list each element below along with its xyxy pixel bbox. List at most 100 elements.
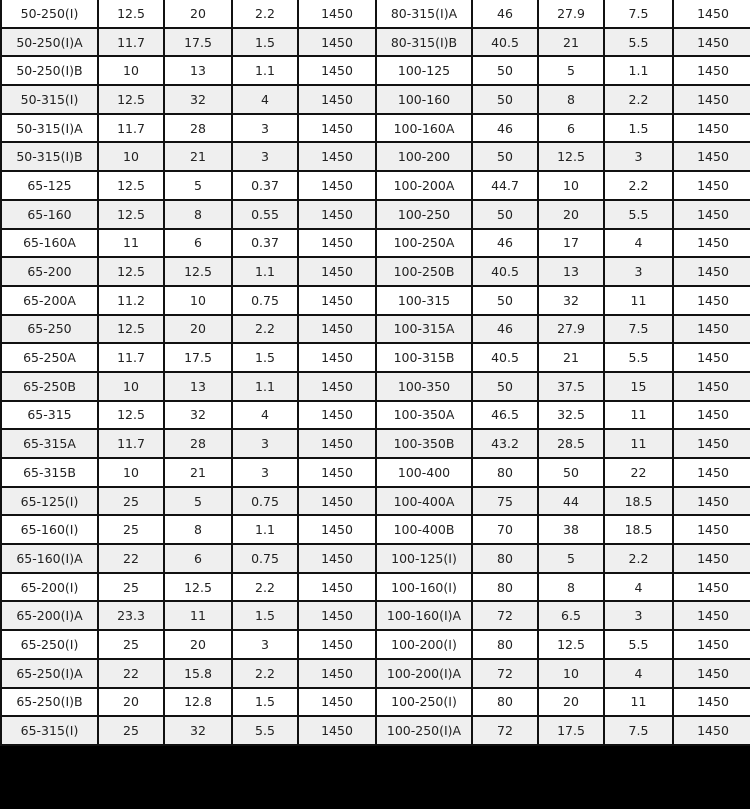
value-cell: 50 (471, 370, 539, 402)
value-cell: 17.5 (163, 342, 233, 373)
value-cell: 1450 (297, 313, 377, 345)
value-cell: 1450 (297, 141, 377, 173)
value-cell: 1450 (672, 428, 750, 459)
value-cell: 12.8 (163, 686, 233, 718)
value-cell: 1450 (297, 485, 377, 517)
value-cell: 32 (537, 284, 605, 316)
value-cell: 2.2 (231, 0, 299, 29)
value-cell: 50 (471, 198, 539, 230)
value-cell: 4 (603, 657, 674, 689)
model-cell: 65-125 (0, 170, 99, 201)
value-cell: 11.7 (97, 26, 165, 58)
model-cell: 100-160(I)A (375, 600, 473, 632)
table-row: 65-200 12.5 12.5 1.1 1450 100-250B 40.5 13 3 1450 (0, 256, 750, 287)
value-cell: 80 (471, 543, 539, 574)
value-cell: 46 (471, 112, 539, 144)
value-cell: 1.5 (603, 112, 674, 144)
value-cell: 5.5 (231, 715, 299, 746)
model-cell: 65-250(I)A (0, 657, 99, 689)
value-cell: 27.9 (537, 313, 605, 345)
value-cell: 13 (163, 370, 233, 402)
value-cell: 46.5 (471, 399, 539, 431)
value-cell: 80 (471, 686, 539, 718)
value-cell: 75 (471, 485, 539, 517)
value-cell: 20 (163, 313, 233, 345)
table-row: 50-250(I)A 11.7 17.5 1.5 1450 80-315(I)B 40.5 2… (0, 26, 750, 58)
value-cell: 15 (603, 370, 674, 402)
model-cell: 65-160A (0, 227, 99, 259)
value-cell: 3 (231, 629, 299, 660)
value-cell: 46 (471, 227, 539, 259)
model-cell: 65-250A (0, 342, 99, 373)
value-cell: 1.5 (231, 686, 299, 718)
value-cell: 3 (231, 428, 299, 459)
value-cell: 5 (163, 170, 233, 201)
value-cell: 13 (163, 55, 233, 87)
value-cell: 20 (537, 686, 605, 718)
model-cell: 65-315 (0, 399, 99, 431)
value-cell: 80 (471, 571, 539, 603)
value-cell: 10 (537, 170, 605, 201)
value-cell: 17.5 (537, 715, 605, 746)
value-cell: 17 (537, 227, 605, 259)
model-cell: 65-315(I) (0, 715, 99, 746)
value-cell: 1450 (672, 686, 750, 718)
value-cell: 1450 (297, 399, 377, 431)
value-cell: 1450 (297, 629, 377, 660)
value-cell: 12.5 (537, 141, 605, 173)
model-cell: 100-315 (375, 284, 473, 316)
value-cell: 21 (163, 141, 233, 173)
value-cell: 17.5 (163, 26, 233, 58)
value-cell: 1450 (672, 256, 750, 287)
value-cell: 11.7 (97, 428, 165, 459)
value-cell: 1450 (672, 84, 750, 115)
value-cell: 80 (471, 457, 539, 488)
table-row: 50-315(I)B 10 21 3 1450 100-200 50 12.5 3 1450 (0, 141, 750, 173)
value-cell: 50 (471, 141, 539, 173)
value-cell: 1450 (672, 600, 750, 632)
value-cell: 3 (231, 457, 299, 488)
value-cell: 0.75 (231, 284, 299, 316)
value-cell: 4 (231, 399, 299, 431)
value-cell: 1450 (297, 571, 377, 603)
model-cell: 65-200 (0, 256, 99, 287)
value-cell: 10 (97, 141, 165, 173)
value-cell: 5.5 (603, 629, 674, 660)
value-cell: 1450 (297, 428, 377, 459)
value-cell: 2.2 (231, 571, 299, 603)
value-cell: 32 (163, 715, 233, 746)
table-row: 65-200A 11.2 10 0.75 1450 100-315 50 32 11 1450 (0, 284, 750, 316)
value-cell: 5 (537, 55, 605, 87)
table-row: 50-250(I) 12.5 20 2.2 1450 80-315(I)A 46 27.9 7.… (0, 0, 750, 29)
model-cell: 65-250(I) (0, 629, 99, 660)
model-cell: 65-160 (0, 198, 99, 230)
value-cell: 1450 (672, 284, 750, 316)
value-cell: 12.5 (97, 170, 165, 201)
value-cell: 72 (471, 657, 539, 689)
value-cell: 32 (163, 84, 233, 115)
value-cell: 10 (163, 284, 233, 316)
value-cell: 11 (603, 284, 674, 316)
value-cell: 3 (231, 141, 299, 173)
value-cell: 0.37 (231, 227, 299, 259)
value-cell: 1450 (672, 485, 750, 517)
model-cell: 65-200(I)A (0, 600, 99, 632)
table-row: 65-250A 11.7 17.5 1.5 1450 100-315B 40.5 21 5.5 1… (0, 342, 750, 373)
value-cell: 46 (471, 0, 539, 29)
value-cell: 1450 (297, 457, 377, 488)
value-cell: 0.55 (231, 198, 299, 230)
value-cell: 12.5 (97, 0, 165, 29)
value-cell: 0.37 (231, 170, 299, 201)
table-row: 65-160 12.5 8 0.55 1450 100-250 50 20 5.5 1450 (0, 198, 750, 230)
model-cell: 100-125(I) (375, 543, 473, 574)
model-cell: 50-250(I) (0, 0, 99, 29)
value-cell: 1450 (672, 227, 750, 259)
table-row: 65-250B 10 13 1.1 1450 100-350 50 37.5 15 1450 (0, 370, 750, 402)
model-cell: 100-250(I)A (375, 715, 473, 746)
value-cell: 25 (97, 629, 165, 660)
value-cell: 25 (97, 485, 165, 517)
value-cell: 1450 (672, 313, 750, 345)
value-cell: 12.5 (97, 399, 165, 431)
value-cell: 4 (231, 84, 299, 115)
value-cell: 5.5 (603, 198, 674, 230)
